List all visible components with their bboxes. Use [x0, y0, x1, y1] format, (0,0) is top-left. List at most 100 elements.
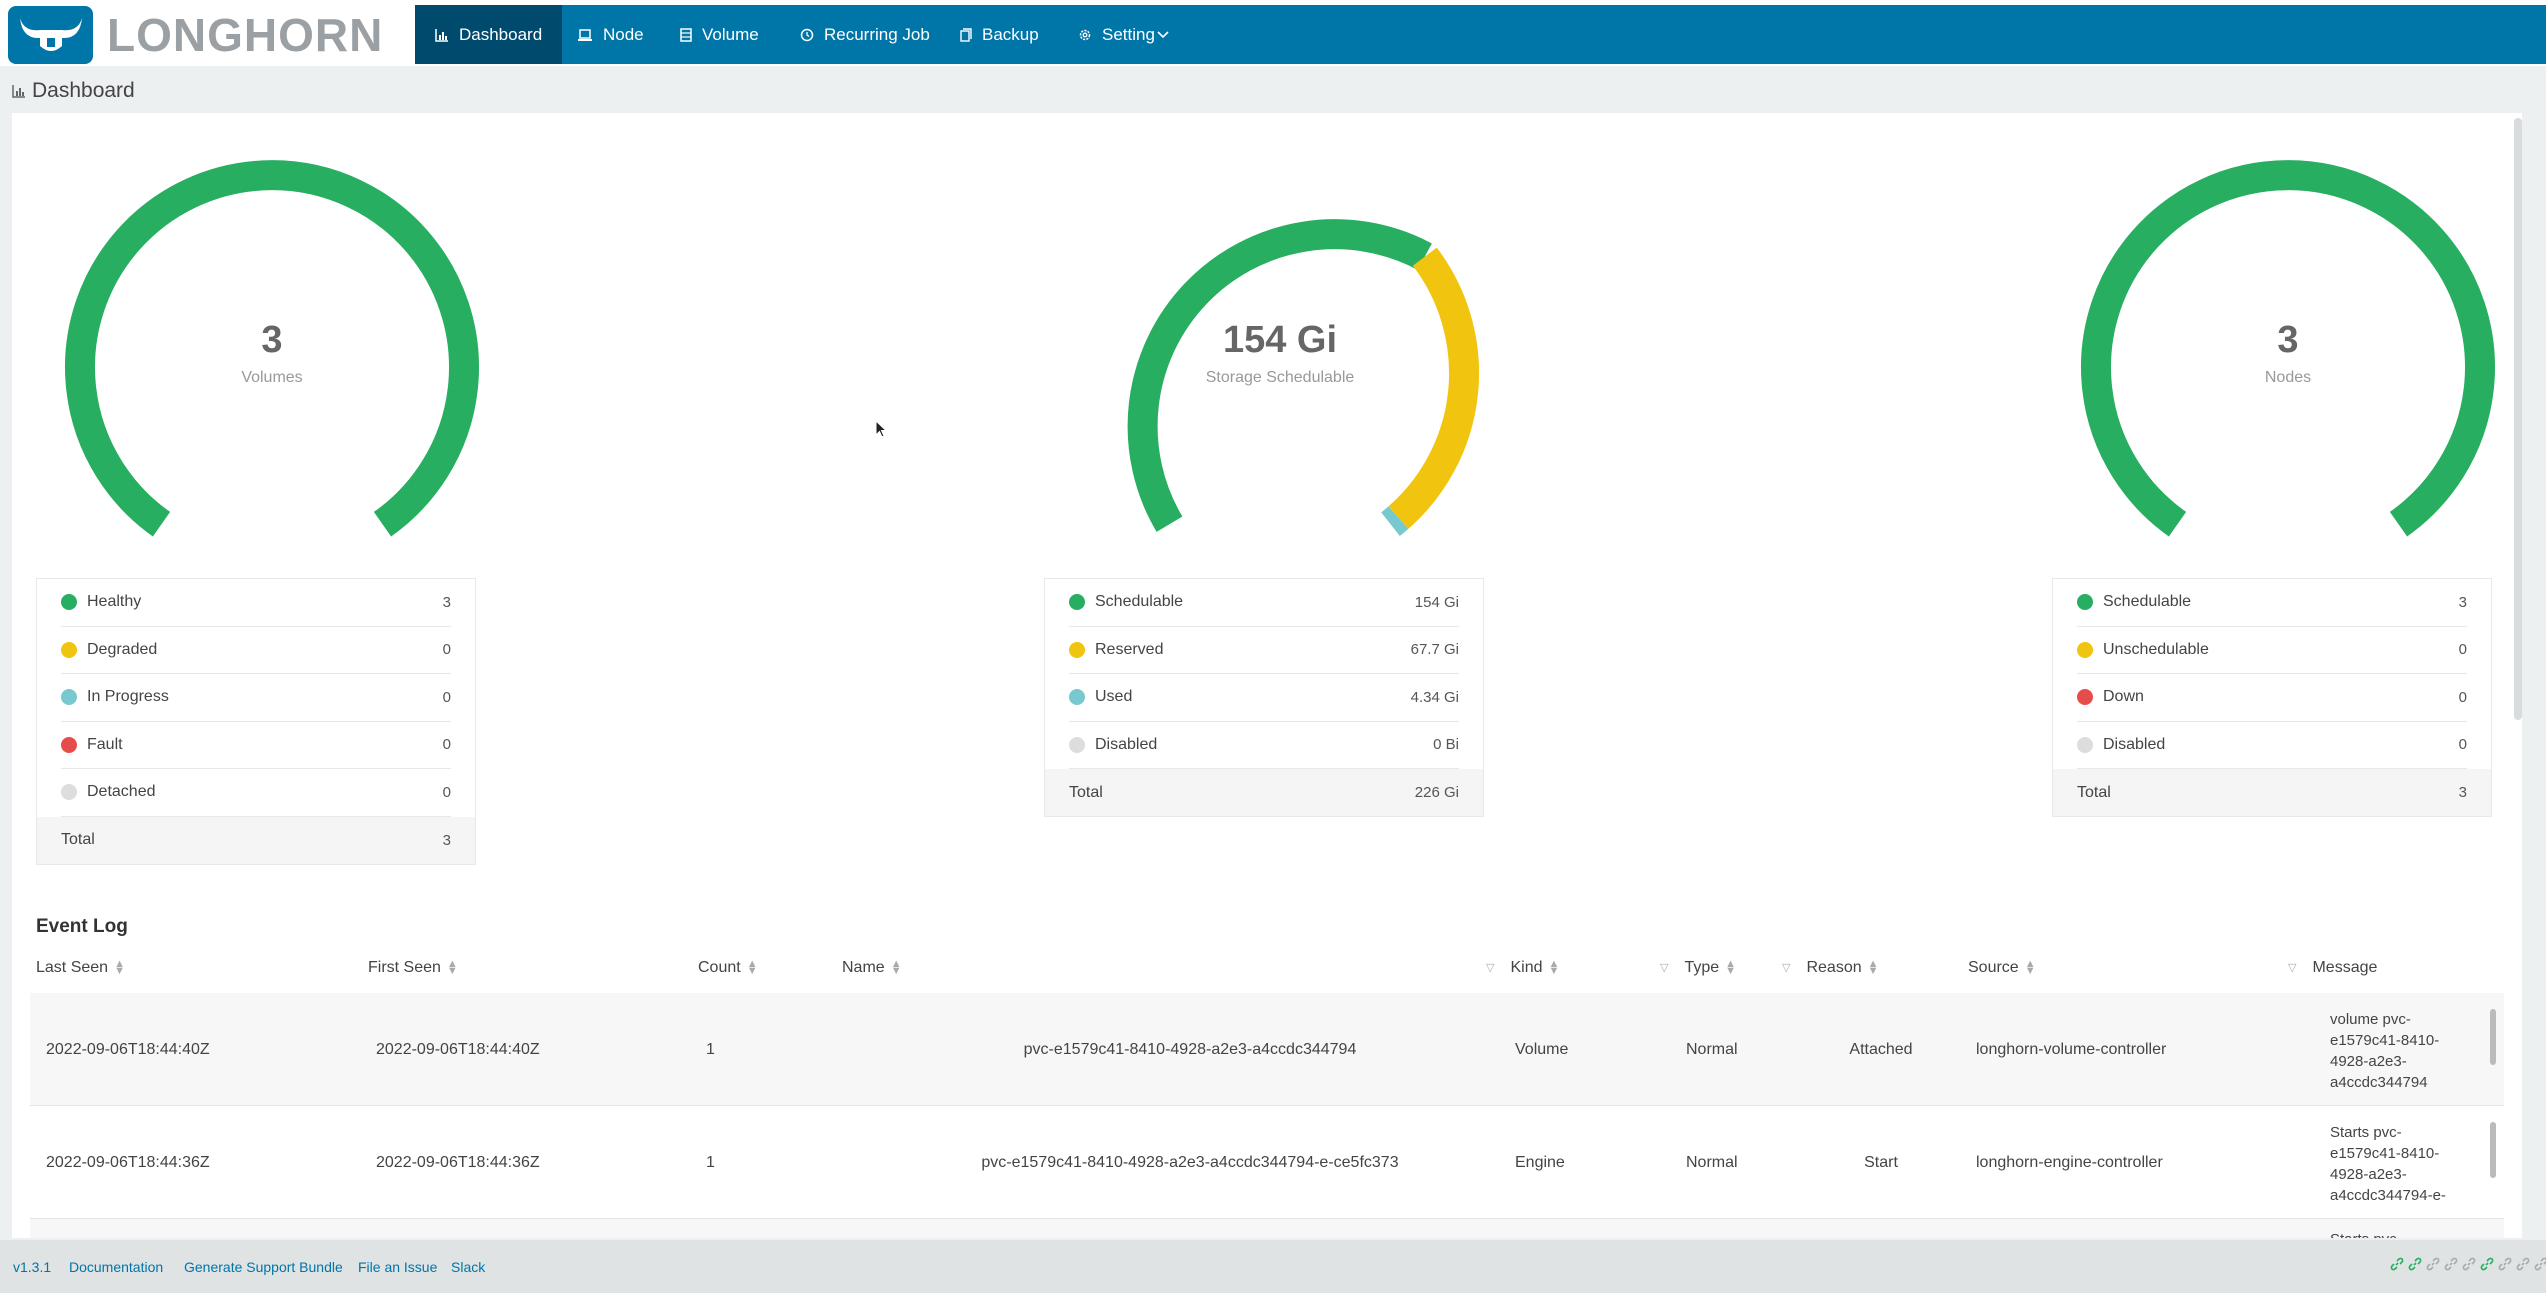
storage-legend: Schedulable 154 Gi Reserved 67.7 Gi Used… — [1044, 578, 1484, 817]
main-navbar — [415, 5, 2546, 64]
cell-type: Normal — [1686, 1040, 1738, 1058]
status-dot — [2077, 689, 2093, 706]
longhorn-logo-icon — [8, 6, 93, 64]
status-dot — [61, 784, 77, 801]
longhorn-logo[interactable]: LONGHORN — [8, 6, 413, 64]
nav-node-label: Node — [603, 24, 644, 44]
message-scrollbar[interactable] — [2490, 1009, 2496, 1065]
nodes-count: 3 — [2277, 319, 2299, 361]
sort-icon[interactable]: ▲ ▼ — [446, 958, 458, 977]
sort-icon[interactable]: ▲ ▼ — [114, 958, 125, 977]
legend-row-down[interactable]: Down 0 — [2077, 674, 2467, 722]
database-icon — [680, 27, 692, 42]
file-issue-link[interactable]: File an Issue — [358, 1258, 438, 1275]
status-dot — [2077, 736, 2093, 753]
nav-recurring-job[interactable]: Recurring Job — [780, 5, 950, 64]
legend-row-used[interactable]: Used 4.34 Gi — [1069, 674, 1459, 722]
cell-type: Normal — [1686, 1153, 1738, 1171]
col-name[interactable]: Name ▲ ▼ — [842, 958, 902, 977]
page-scrollbar[interactable] — [2514, 118, 2522, 720]
event-log-header: Last Seen ▲ ▼ First Seen ▲ ▼ Count ▲ ▼ Name… — [30, 946, 2504, 990]
storage-gauge: 154 Gi Storage Schedulable — [1070, 153, 1490, 553]
cell-name: pvc-e1579c41-8410-4928-a2e3-a4ccdc344794 — [1023, 1040, 1357, 1058]
filter-icon[interactable]: ▽ — [2288, 961, 2297, 974]
legend-row-disabled[interactable]: Disabled 0 Bi — [1069, 722, 1459, 769]
legend-row-reserved[interactable]: Reserved 67.7 Gi — [1069, 627, 1459, 674]
nav-dashboard-label: Dashboard — [459, 24, 543, 44]
filter-icon[interactable]: ▽ — [1660, 961, 1669, 974]
legend-row-unschedulable[interactable]: Unschedulable 0 — [2077, 627, 2467, 674]
status-dot — [1069, 689, 1085, 706]
legend-row-schedulable[interactable]: Schedulable 154 Gi — [1069, 579, 1459, 627]
status-dot — [1069, 641, 1085, 658]
page-title-text: Dashboard — [32, 79, 135, 102]
cell-source: longhorn-engine-controller — [1976, 1153, 2163, 1171]
cell-last-seen: 2022-09-06T18:44:40Z — [46, 1040, 210, 1058]
sort-icon[interactable]: ▲ ▼ — [1725, 958, 1737, 977]
nodes-gauge: 3 Nodes — [2078, 153, 2498, 553]
volumes-legend: Healthy 3 Degraded 0 In Progress 0 Fault… — [36, 578, 476, 865]
legend-row-fault[interactable]: Fault 0 — [61, 722, 451, 769]
support-bundle-link[interactable]: Generate Support Bundle — [184, 1258, 343, 1275]
table-row[interactable]: 2022-09-06T18:44:36Z 2022-09-06T18:44:36… — [30, 1106, 2504, 1219]
sort-icon[interactable]: ▲ ▼ — [1867, 958, 1879, 977]
cell-last-seen: 2022-09-06T18:44:36Z — [46, 1153, 210, 1171]
filter-icon[interactable]: ▽ — [1782, 961, 1791, 974]
col-first-seen[interactable]: First Seen ▲ ▼ — [368, 958, 458, 977]
col-last-seen[interactable]: Last Seen ▲ ▼ — [36, 958, 125, 977]
cell-reason: Start — [1864, 1153, 1898, 1171]
filter-icon[interactable]: ▽ — [1486, 961, 1495, 974]
nodes-gauge-chart — [2081, 160, 2495, 537]
sort-icon[interactable]: ▲ ▼ — [2024, 958, 2036, 977]
legend-row-detached[interactable]: Detached 0 — [61, 769, 451, 817]
status-dot — [61, 689, 77, 706]
storage-schedulable-label: Storage Schedulable — [1205, 369, 1355, 386]
sort-icon[interactable]: ▲ ▼ — [890, 958, 902, 977]
link-icon — [2534, 1257, 2546, 1271]
nav-volume[interactable]: Volume — [660, 5, 779, 64]
page-title: Dashboard — [12, 76, 135, 106]
legend-row-schedulable[interactable]: Schedulable 3 — [2077, 579, 2467, 627]
nav-backup-label: Backup — [982, 24, 1039, 44]
logo-text: LONGHORN — [107, 9, 384, 61]
table-row[interactable]: Starts pvc-e1579c41 — [30, 1219, 2504, 1238]
laptop-icon — [578, 28, 592, 41]
nav-node[interactable]: Node — [557, 5, 664, 64]
col-source[interactable]: Source ▲ ▼ — [1968, 958, 2036, 977]
nav-backup[interactable]: Backup — [940, 5, 1059, 64]
volumes-count: 3 — [261, 319, 283, 361]
nav-setting[interactable]: Setting — [1058, 5, 1189, 64]
link-icon — [2426, 1257, 2440, 1271]
nav-volume-label: Volume — [702, 24, 759, 44]
cell-message: volume pvc-e1579c41-8410-4928-a2e3-a4ccd… — [2330, 1011, 2440, 1089]
col-message[interactable]: ▽ Message — [2288, 959, 2378, 976]
nav-setting-label: Setting — [1102, 24, 1155, 44]
cell-kind: Volume — [1515, 1040, 1569, 1058]
legend-row-degraded[interactable]: Degraded 0 — [61, 627, 451, 674]
col-count[interactable]: Count ▲ ▼ — [698, 958, 758, 977]
storage-schedulable-value: 154 Gi — [1222, 319, 1338, 361]
col-type[interactable]: ▽ Type ▲ ▼ — [1660, 958, 1737, 977]
legend-row-in-progress[interactable]: In Progress 0 — [61, 674, 451, 722]
nav-dashboard[interactable]: Dashboard — [415, 5, 563, 64]
slack-link[interactable]: Slack — [451, 1258, 486, 1275]
message-scrollbar[interactable] — [2490, 1122, 2496, 1178]
sort-icon[interactable]: ▲ ▼ — [746, 958, 758, 977]
bar-chart-icon — [12, 85, 25, 98]
cell-reason: Attached — [1849, 1040, 1913, 1058]
cell-message: Starts pvc-e1579c41 — [2330, 1229, 2450, 1238]
link-icon — [2408, 1257, 2422, 1271]
col-kind[interactable]: ▽ Kind ▲ ▼ — [1486, 958, 1560, 977]
version-link[interactable]: v1.3.1 — [13, 1258, 52, 1275]
mouse-cursor-icon — [875, 420, 888, 438]
status-dot — [2077, 641, 2093, 658]
volumes-gauge-chart — [65, 160, 479, 537]
cell-source: longhorn-volume-controller — [1976, 1040, 2167, 1058]
table-row[interactable]: 2022-09-06T18:44:40Z 2022-09-06T18:44:40… — [30, 993, 2504, 1106]
sort-icon[interactable]: ▲ ▼ — [1548, 958, 1560, 977]
legend-row-disabled[interactable]: Disabled 0 — [2077, 722, 2467, 769]
legend-total: Total 226 Gi — [1045, 769, 1483, 816]
legend-row-healthy[interactable]: Healthy 3 — [61, 579, 451, 627]
documentation-link[interactable]: Documentation — [69, 1258, 164, 1275]
col-reason[interactable]: ▽ Reason ▲ ▼ — [1782, 958, 1879, 977]
